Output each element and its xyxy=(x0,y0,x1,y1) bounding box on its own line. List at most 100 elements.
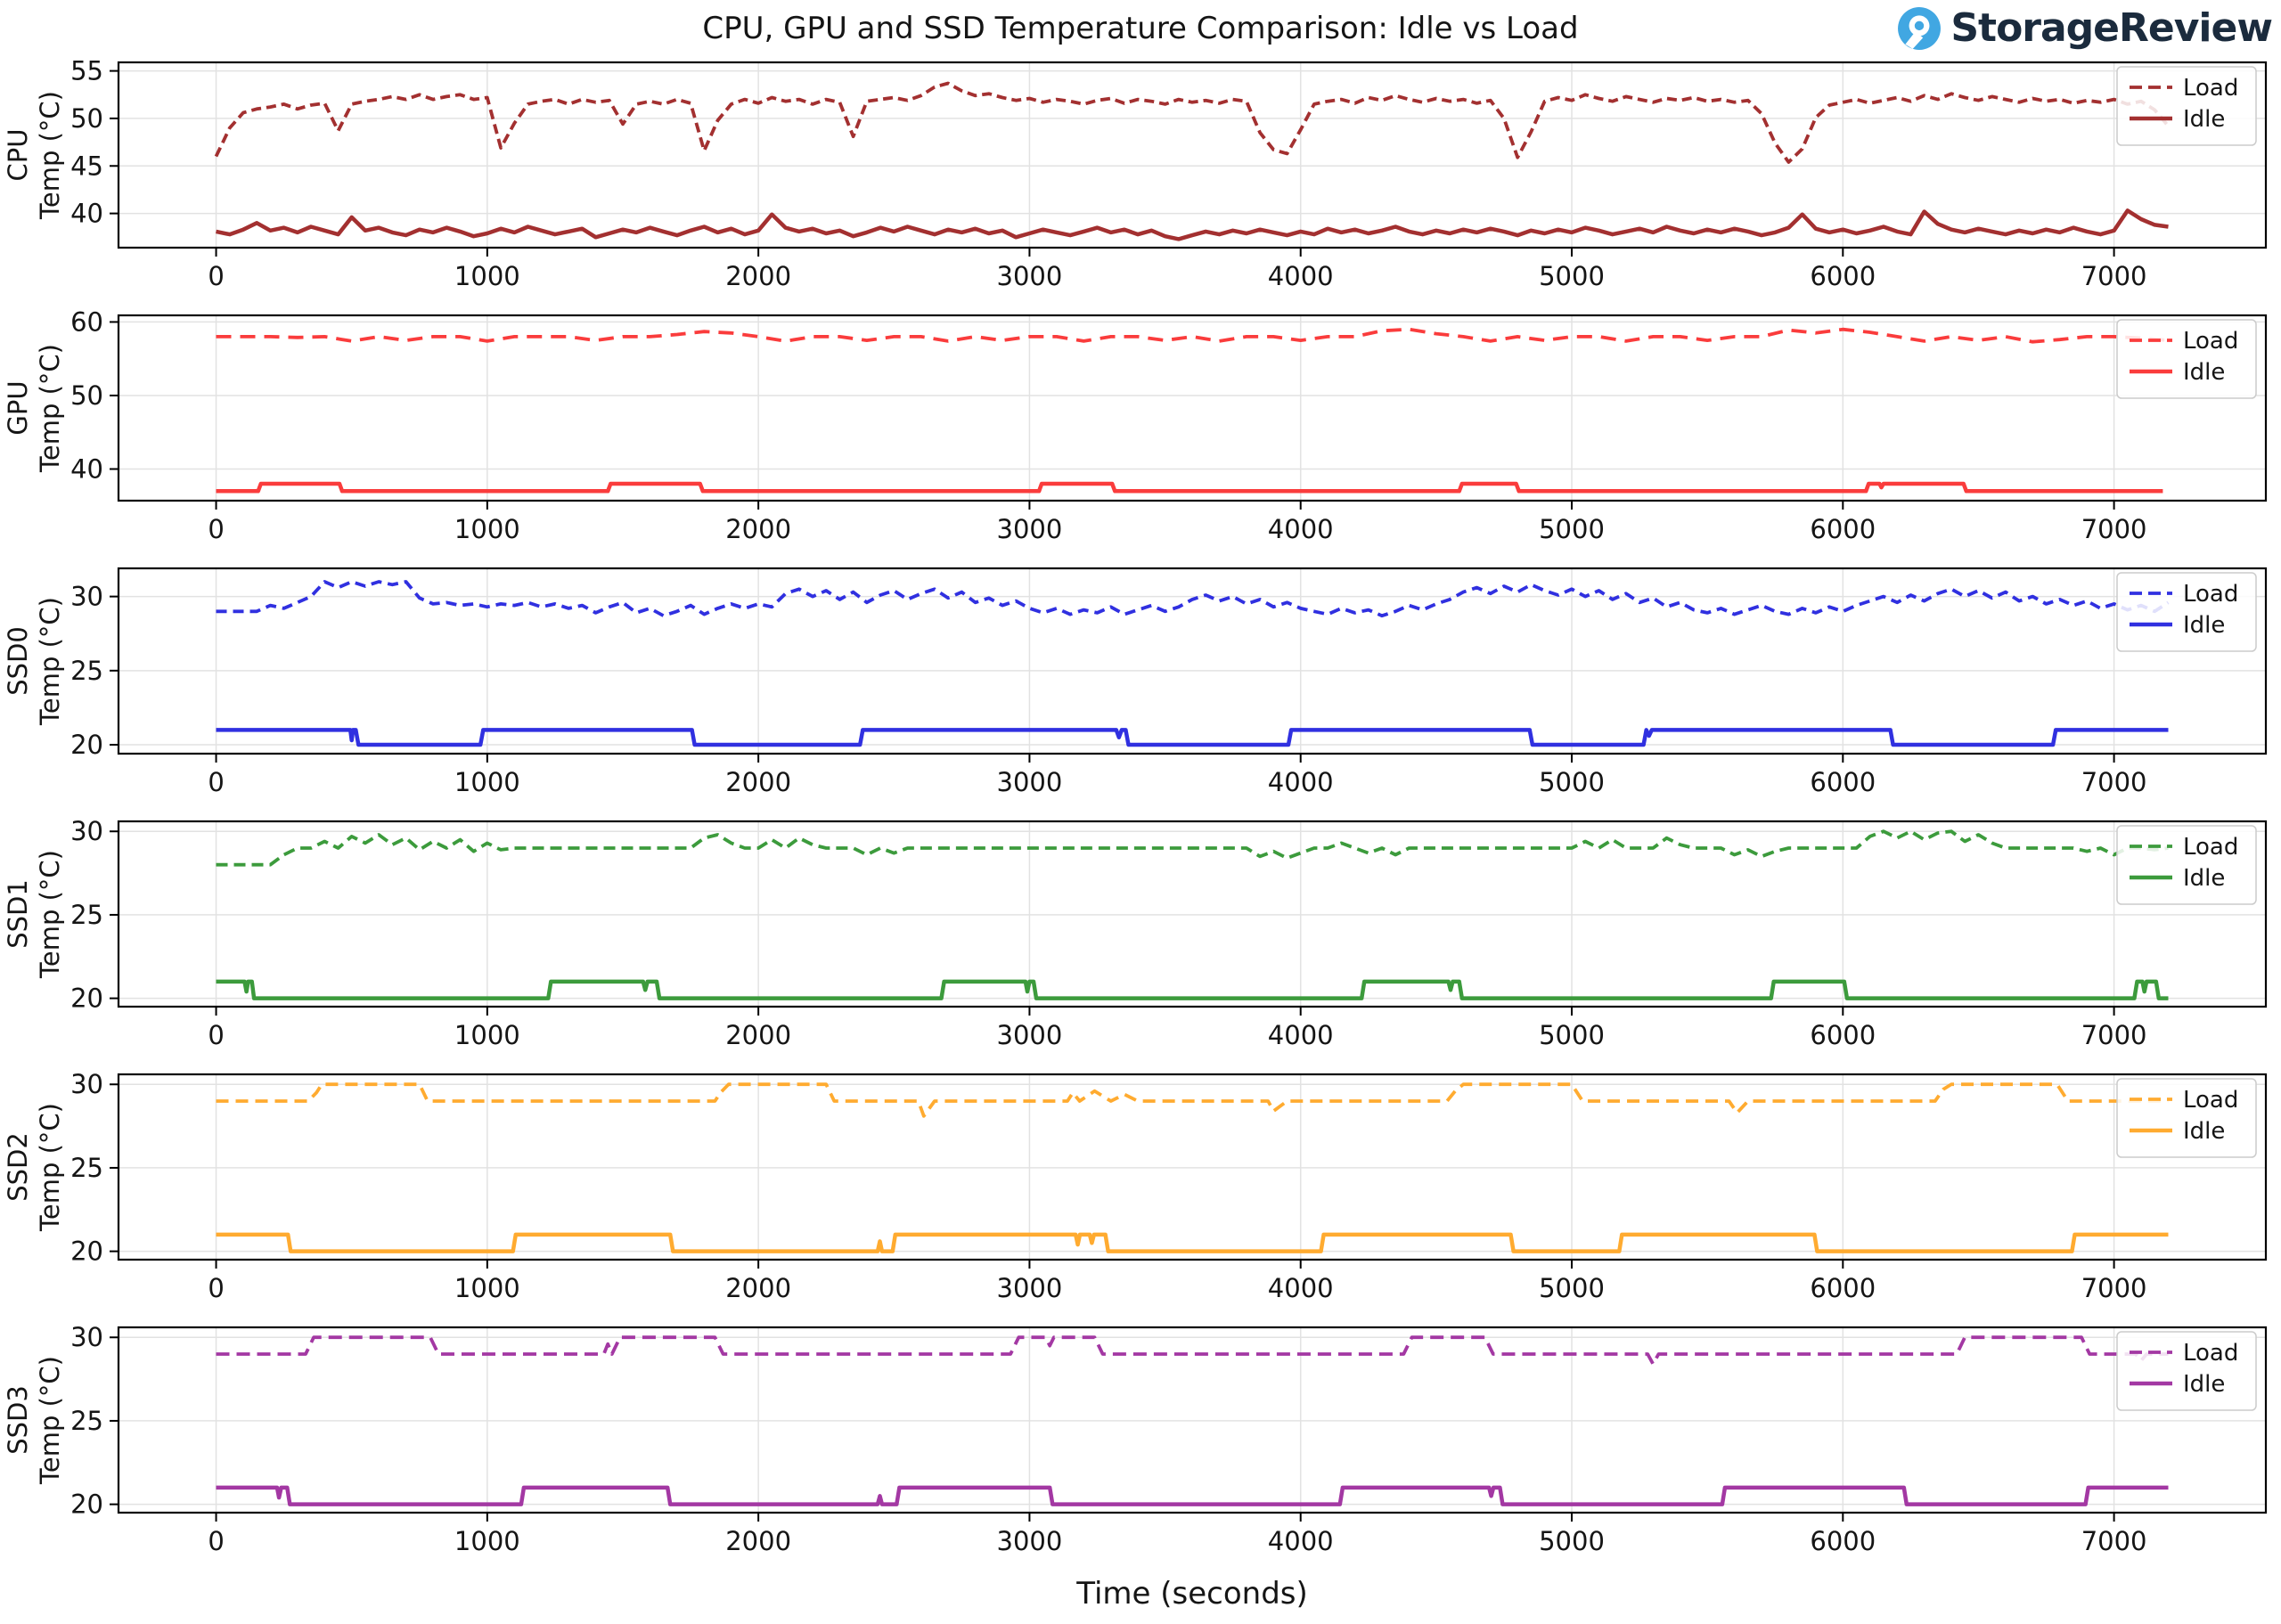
x-tick-label: 3000 xyxy=(997,514,1063,544)
x-tick-label: 4000 xyxy=(1268,767,1334,797)
x-tick-label: 3000 xyxy=(997,1273,1063,1303)
y-axis-label: Temp (°C) xyxy=(35,850,65,979)
x-tick-label: 6000 xyxy=(1810,1273,1876,1303)
y-tick-label: 50 xyxy=(70,103,103,134)
x-tick-label: 2000 xyxy=(725,1273,791,1303)
legend-idle-label: Idle xyxy=(2183,106,2225,133)
legend-idle-label: Idle xyxy=(2183,1371,2225,1398)
y-tick-label: 55 xyxy=(70,56,103,86)
chart-panels: 0 1000 2000 3000 4000 5000 6000 7000 40 45 50 55 CPU… xyxy=(0,55,2281,1618)
x-tick-label: 5000 xyxy=(1539,767,1605,797)
x-tick-label: 7000 xyxy=(2081,1273,2147,1303)
x-tick-label: 5000 xyxy=(1539,514,1605,544)
series-idle-ssd2 xyxy=(216,1232,2169,1253)
x-tick-label: 7000 xyxy=(2081,261,2147,291)
x-tick-label: 0 xyxy=(208,1020,224,1050)
x-tick-label: 7000 xyxy=(2081,1020,2147,1050)
x-tick-label: 5000 xyxy=(1539,1020,1605,1050)
x-tick-label: 5000 xyxy=(1539,1273,1605,1303)
series-idle-cpu xyxy=(216,208,2169,241)
y-tick-label: 40 xyxy=(70,199,103,229)
storagereview-logo-text: StorageReview xyxy=(1950,5,2273,51)
x-tick-label: 1000 xyxy=(454,1526,520,1556)
series-load-ssd0 xyxy=(216,580,2170,618)
plot-border xyxy=(117,314,2268,502)
series-idle-gpu xyxy=(216,481,2163,494)
y-tick-label: 60 xyxy=(70,308,103,337)
y-tick-label: 20 xyxy=(70,983,103,1014)
x-tick-label: 6000 xyxy=(1810,767,1876,797)
legend: Load Idle xyxy=(2116,1331,2257,1411)
x-tick-label: 0 xyxy=(208,261,224,291)
series-load-cpu xyxy=(214,81,2170,164)
legend: Load Idle xyxy=(2116,1078,2257,1158)
x-tick-label: 3000 xyxy=(997,1526,1063,1556)
x-tick-label: 1000 xyxy=(454,1020,520,1050)
x-tick-label: 3000 xyxy=(997,261,1063,291)
series-load-ssd3 xyxy=(216,1335,2169,1367)
series-load-ssd1 xyxy=(216,829,2169,867)
plot-border xyxy=(117,567,2268,755)
panel-plot-cpu: 0 1000 2000 3000 4000 5000 6000 7000 40 45 50 55 CPU… xyxy=(3,56,2268,291)
series-idle-ssd0 xyxy=(216,728,2169,747)
x-tick-label: 4000 xyxy=(1268,514,1334,544)
x-tick-label: 7000 xyxy=(2081,1526,2147,1556)
y-axis-label: GPU xyxy=(3,380,33,435)
x-tick-label: 0 xyxy=(208,514,224,544)
y-axis-label: Temp (°C) xyxy=(35,91,65,220)
x-tick-label: 3000 xyxy=(997,767,1063,797)
panel-plot-ssd1: 0 1000 2000 3000 4000 5000 6000 7000 20 25 30 SSD1 T… xyxy=(3,816,2268,1050)
x-tick-label: 2000 xyxy=(725,514,791,544)
legend-load-label: Load xyxy=(2183,75,2238,102)
x-axis-title: Time (seconds) xyxy=(1075,1576,1308,1612)
x-tick-label: 4000 xyxy=(1268,261,1334,291)
panel-plot-ssd0: 0 1000 2000 3000 4000 5000 6000 7000 20 25 30 SSD0 T… xyxy=(3,567,2268,797)
x-tick-label: 0 xyxy=(208,767,224,797)
legend-load-label: Load xyxy=(2183,1087,2238,1114)
y-axis-label: CPU xyxy=(3,129,33,182)
chart-header: CPU, GPU and SSD Temperature Comparison:… xyxy=(0,0,2281,55)
x-tick-label: 1000 xyxy=(454,261,520,291)
x-tick-label: 6000 xyxy=(1810,1020,1876,1050)
x-tick-label: 2000 xyxy=(725,261,791,291)
y-axis-label: SSD2 xyxy=(3,1132,33,1202)
y-tick-label: 25 xyxy=(70,656,103,686)
x-tick-label: 1000 xyxy=(454,514,520,544)
storagereview-logo: StorageReview xyxy=(1897,5,2273,51)
y-tick-label: 20 xyxy=(70,730,103,760)
x-tick-label: 0 xyxy=(208,1526,224,1556)
y-tick-label: 25 xyxy=(70,1406,103,1436)
legend-load-label: Load xyxy=(2183,834,2238,861)
y-tick-label: 30 xyxy=(70,582,103,612)
legend-idle-label: Idle xyxy=(2183,1118,2225,1145)
series-idle-ssd3 xyxy=(216,1485,2169,1506)
legend: Load Idle xyxy=(2116,319,2257,399)
x-tick-label: 1000 xyxy=(454,1273,520,1303)
x-tick-label: 2000 xyxy=(725,767,791,797)
y-tick-label: 30 xyxy=(70,816,103,846)
x-tick-label: 4000 xyxy=(1268,1020,1334,1050)
series-load-ssd2 xyxy=(216,1082,2169,1118)
y-tick-label: 25 xyxy=(70,1153,103,1183)
y-axis-label: SSD1 xyxy=(3,879,33,949)
x-tick-label: 4000 xyxy=(1268,1526,1334,1556)
y-tick-label: 25 xyxy=(70,900,103,930)
legend-load-label: Load xyxy=(2183,328,2238,355)
storagereview-logo-icon xyxy=(1898,6,1942,50)
y-axis-label: Temp (°C) xyxy=(35,344,65,473)
x-tick-label: 6000 xyxy=(1810,1526,1876,1556)
legend-idle-label: Idle xyxy=(2183,865,2225,892)
x-tick-label: 4000 xyxy=(1268,1273,1334,1303)
y-tick-label: 40 xyxy=(70,454,103,485)
x-tick-label: 1000 xyxy=(454,767,520,797)
legend-idle-label: Idle xyxy=(2183,359,2225,386)
series-load-gpu xyxy=(216,327,2169,344)
chart-title: CPU, GPU and SSD Temperature Comparison:… xyxy=(702,11,1579,46)
plot-border xyxy=(117,61,2268,249)
x-tick-label: 6000 xyxy=(1810,514,1876,544)
y-axis-label: SSD0 xyxy=(3,626,33,696)
y-axis-label: Temp (°C) xyxy=(35,1356,65,1485)
x-tick-label: 2000 xyxy=(725,1526,791,1556)
x-tick-label: 2000 xyxy=(725,1020,791,1050)
